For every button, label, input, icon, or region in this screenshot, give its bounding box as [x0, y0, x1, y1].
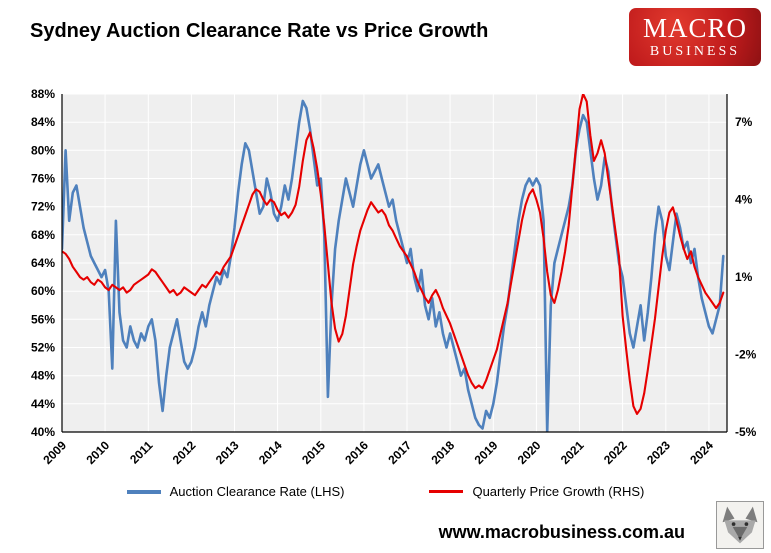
price-growth-line	[62, 94, 725, 415]
legend-label-clearance-rate: Auction Clearance Rate (LHS)	[169, 484, 345, 499]
lhs-tick-label: 52%	[31, 341, 55, 355]
lhs-tick-label: 40%	[31, 425, 55, 439]
x-tick-label: 2015	[299, 438, 328, 467]
lhs-tick-label: 76%	[31, 172, 55, 186]
x-tick-label: 2013	[213, 438, 242, 467]
macrobusiness-logo: MACRO BUSINESS	[629, 8, 761, 66]
x-tick-label: 2012	[170, 438, 199, 467]
x-tick-label: 2024	[687, 438, 716, 467]
wolf-icon	[722, 506, 758, 544]
website-url: www.macrobusiness.com.au	[438, 522, 685, 542]
lhs-tick-label: 84%	[31, 115, 55, 129]
legend-item-price-growth: Quarterly Price Growth (RHS)	[429, 484, 644, 499]
lhs-tick-label: 68%	[31, 228, 55, 242]
x-tick-label: 2014	[256, 438, 285, 467]
x-tick-label: 2020	[515, 438, 544, 467]
page-title: Sydney Auction Clearance Rate vs Price G…	[30, 20, 489, 42]
lhs-tick-label: 56%	[31, 312, 55, 326]
x-tick-label: 2023	[644, 438, 673, 467]
legend-swatch-clearance-rate	[126, 489, 161, 494]
rhs-tick-label: 1%	[735, 270, 753, 284]
lhs-tick-label: 48%	[31, 369, 55, 383]
macrobusiness-logo-line1: MACRO	[642, 13, 748, 43]
x-tick-label: 2010	[83, 438, 112, 467]
legend: Auction Clearance Rate (LHS) Quarterly P…	[0, 484, 771, 499]
x-tick-label: 2017	[385, 438, 414, 467]
x-tick-label: 2019	[472, 438, 501, 467]
macrobusiness-logo-line2: BUSINESS	[649, 44, 741, 59]
lhs-tick-label: 88%	[31, 87, 55, 101]
rhs-tick-label: -5%	[735, 425, 757, 439]
legend-item-clearance-rate: Auction Clearance Rate (LHS)	[126, 484, 345, 499]
rhs-tick-label: 4%	[735, 193, 753, 207]
rhs-tick-label: -2%	[735, 348, 757, 362]
lhs-tick-label: 80%	[31, 143, 55, 157]
x-tick-label: 2009	[40, 438, 69, 467]
x-tick-label: 2011	[127, 438, 156, 467]
lhs-tick-label: 44%	[31, 397, 55, 411]
x-tick-label: 2018	[428, 438, 457, 467]
legend-swatch-price-growth	[429, 490, 464, 493]
x-tick-label: 2021	[558, 438, 587, 467]
x-tick-label: 2016	[342, 438, 371, 467]
lhs-tick-label: 60%	[31, 284, 55, 298]
lhs-tick-label: 72%	[31, 200, 55, 214]
x-tick-label: 2022	[601, 438, 630, 467]
legend-label-price-growth: Quarterly Price Growth (RHS)	[472, 484, 645, 499]
lhs-tick-label: 64%	[31, 256, 55, 270]
wolf-logo	[716, 501, 764, 549]
rhs-tick-label: 7%	[735, 115, 753, 129]
